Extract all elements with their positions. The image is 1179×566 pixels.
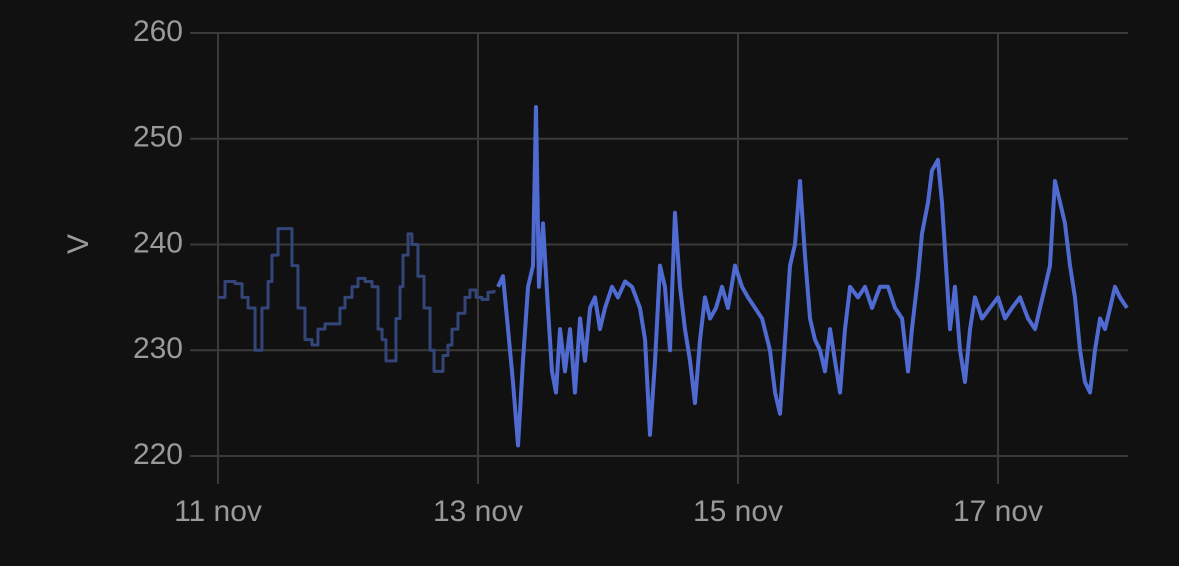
grid	[190, 32, 1128, 484]
series-line	[218, 227, 496, 373]
x-tick-label: 15 nov	[693, 495, 783, 528]
series-line	[496, 105, 1129, 448]
x-tick-label: 11 nov	[174, 495, 262, 528]
y-tick-label: 220	[133, 438, 183, 471]
y-tick-label: 230	[133, 332, 183, 365]
plot	[218, 105, 1129, 448]
y-tick-label: 260	[133, 15, 183, 48]
y-tick-label: 250	[133, 121, 183, 154]
y-tick-label: 240	[133, 226, 183, 259]
x-tick-label: 17 nov	[953, 495, 1043, 528]
y-axis-label: V	[62, 234, 95, 254]
x-tick-label: 13 nov	[433, 495, 523, 528]
